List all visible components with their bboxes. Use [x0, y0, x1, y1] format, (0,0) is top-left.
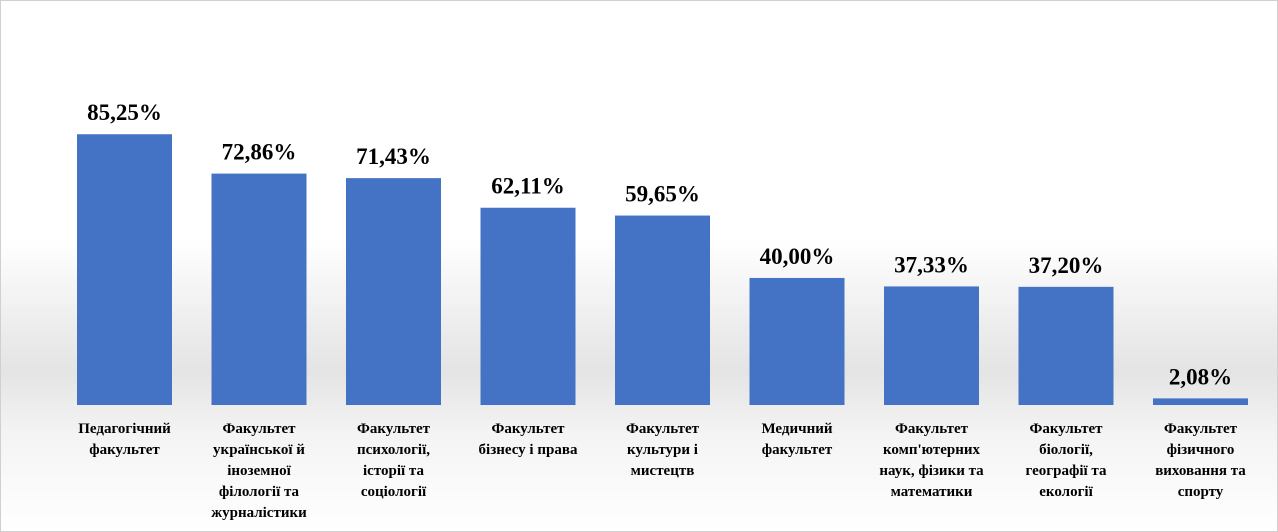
category-label-line: Факультет — [357, 421, 431, 437]
category-label-1: Педагогічний факультет — [78, 421, 171, 458]
category-label-line: біології, — [1039, 442, 1093, 458]
category-label-line: філології та — [219, 484, 300, 500]
category-label-line: факультет — [762, 442, 833, 458]
data-label-4: 62,11% — [491, 174, 564, 199]
data-label-2: 72,86% — [222, 140, 297, 165]
category-label-3: Факультет психології, історії та соціології — [357, 421, 431, 500]
category-label-9: Факультет фізичного виховання та спорту — [1155, 421, 1246, 500]
data-label-3: 71,43% — [356, 144, 431, 169]
category-label-line: української й — [213, 442, 305, 458]
category-label-line: виховання та — [1155, 463, 1246, 479]
bar-5 — [615, 215, 710, 405]
bar-8 — [1018, 286, 1114, 405]
category-label-line: історії та — [363, 463, 424, 479]
category-label-line: психології, — [357, 442, 430, 458]
bar-2 — [211, 173, 307, 405]
category-label-line: мистецтв — [631, 463, 695, 479]
category-label-line: наук, фізики та — [879, 463, 984, 479]
category-label-line: Факультет — [895, 421, 969, 437]
category-label-2: Факультет української й іноземної філології… — [211, 421, 307, 521]
category-label-line: Педагогічний — [78, 421, 171, 437]
category-label-line: Факультет — [222, 421, 296, 437]
category-label-line: журналістики — [211, 505, 307, 521]
data-label-1: 85,25% — [87, 100, 162, 125]
category-label-line: комп'ютерних — [883, 442, 981, 458]
category-label-line: культури і — [627, 442, 698, 458]
category-label-7: Факультет комп'ютерних наук, фізики та мате… — [879, 421, 984, 500]
data-label-9: 2,08% — [1169, 364, 1232, 389]
bar-6 — [749, 277, 845, 405]
category-label-line: факультет — [89, 442, 160, 458]
category-label-8: Факультет біології, географії та екології — [1026, 421, 1107, 500]
category-label-line: Факультет — [1164, 421, 1238, 437]
category-label-line: екології — [1039, 484, 1093, 500]
category-label-4: Факультет бізнесу і права — [479, 421, 578, 458]
bar-3 — [346, 178, 441, 405]
category-label-line: математики — [891, 484, 973, 500]
category-label-line: соціології — [361, 484, 427, 500]
data-label-6: 40,00% — [760, 244, 835, 269]
category-label-line: Факультет — [491, 421, 565, 437]
data-label-7: 37,33% — [894, 252, 969, 277]
bar-9 — [1153, 398, 1248, 405]
category-label-5: Факультет культури і мистецтв — [626, 421, 700, 479]
bar-1 — [77, 134, 172, 405]
category-label-line: іноземної — [227, 463, 291, 479]
category-label-line: Факультет — [1029, 421, 1103, 437]
bar-7 — [884, 286, 979, 405]
bar-4 — [480, 207, 576, 405]
data-label-5: 59,65% — [625, 182, 700, 207]
category-label-line: фізичного — [1167, 442, 1235, 458]
category-label-line: географії та — [1026, 463, 1107, 479]
category-label-line: бізнесу і права — [479, 442, 578, 458]
category-label-6: Медичний факультет — [761, 421, 832, 458]
data-label-8: 37,20% — [1029, 253, 1104, 278]
category-label-line: Факультет — [626, 421, 700, 437]
category-label-line: спорту — [1178, 484, 1224, 500]
category-label-line: Медичний — [761, 421, 832, 437]
